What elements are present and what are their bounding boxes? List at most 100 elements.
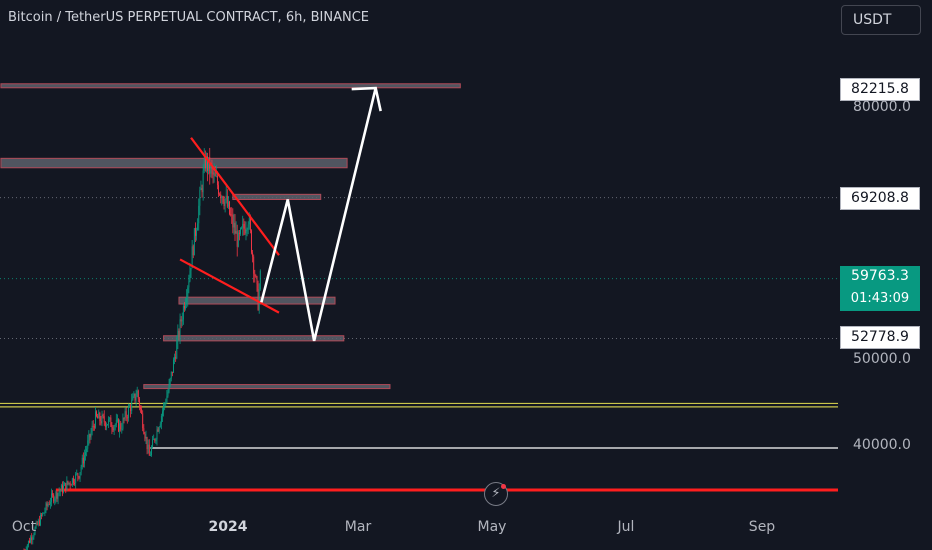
dotted-price-lines	[0, 197, 838, 339]
candle-body	[73, 478, 74, 484]
candle-body	[188, 281, 190, 288]
candle-body	[107, 424, 108, 426]
candle-body	[93, 426, 95, 428]
candle-body	[153, 439, 155, 441]
zone-box	[232, 193, 322, 200]
candle-body	[57, 493, 59, 499]
candle-body	[70, 484, 72, 486]
candle-body	[108, 419, 110, 425]
candle-body	[29, 540, 30, 543]
candle-body	[134, 393, 136, 401]
candle-body	[126, 417, 128, 419]
candle-body	[176, 341, 178, 359]
candle-body	[166, 396, 168, 403]
candle-body	[132, 396, 134, 401]
candle-body	[244, 228, 246, 234]
candle-body	[170, 371, 172, 379]
price-tag-52778: 52778.9	[840, 326, 920, 349]
candle-body	[119, 423, 121, 432]
candle-body	[26, 545, 28, 550]
candle-body	[259, 270, 261, 290]
candle-body	[173, 359, 174, 373]
notification-dot	[501, 484, 506, 489]
candle-body	[40, 514, 41, 525]
candle-body	[66, 480, 68, 491]
candle-body	[74, 483, 76, 485]
zone-box	[143, 384, 391, 390]
flash-icon[interactable]: ⚡	[484, 482, 508, 506]
candle-body	[65, 482, 67, 491]
candle-body	[53, 494, 55, 502]
candle-body	[101, 414, 103, 424]
candle-body	[104, 422, 106, 427]
candle-body	[168, 383, 170, 392]
candles	[23, 147, 261, 550]
candle-body	[231, 214, 233, 216]
candle-body	[229, 201, 230, 215]
candle-body	[152, 439, 154, 448]
candle-body	[251, 230, 252, 253]
candle-body	[255, 276, 257, 278]
candle-body	[98, 412, 100, 419]
candle-body	[189, 270, 191, 282]
candle-body	[97, 416, 99, 419]
candle-body	[31, 537, 33, 540]
candle-body	[92, 425, 94, 427]
candle-body	[129, 406, 130, 408]
candle-body	[142, 413, 144, 429]
candle-body	[75, 473, 77, 484]
candle-body	[36, 522, 38, 525]
candle-body	[105, 425, 107, 427]
candle-body	[225, 195, 227, 200]
candle-body	[147, 444, 149, 450]
candle-body	[125, 411, 127, 418]
x-tick-2024: 2024	[208, 519, 248, 535]
channel-line	[190, 137, 280, 256]
candle-body	[78, 476, 80, 479]
currency-button[interactable]: USDT	[841, 5, 921, 35]
candle-body	[194, 228, 196, 236]
candle-body	[121, 428, 123, 430]
candle-body	[237, 232, 239, 247]
x-tick-may: May	[477, 519, 507, 535]
candle-body	[79, 472, 81, 479]
candle-body	[234, 222, 236, 234]
candle-body	[165, 402, 167, 404]
candle-body	[143, 428, 145, 434]
current-price-tag: 59763.3	[840, 266, 920, 289]
candle-body	[120, 423, 122, 430]
candle-body	[35, 522, 37, 528]
candle-body	[122, 418, 124, 429]
candle-body	[187, 287, 189, 298]
candle-body	[52, 493, 54, 495]
candle-body	[136, 390, 138, 397]
trend-channel	[179, 137, 280, 314]
candle-body	[33, 534, 35, 538]
candle-body	[227, 201, 229, 207]
candle-body	[71, 478, 73, 485]
horizontal-lines	[0, 402, 838, 492]
candle-body	[223, 202, 225, 206]
candle-body	[144, 433, 146, 439]
candle-body	[140, 406, 141, 409]
candle-body	[114, 424, 116, 427]
candle-body	[214, 172, 216, 177]
candle-body	[27, 540, 29, 546]
candle-body	[80, 466, 82, 473]
candle-body	[192, 246, 194, 256]
candle-body	[99, 412, 101, 421]
candle-body	[110, 417, 112, 427]
candle-body	[209, 157, 211, 174]
candle-body	[201, 188, 203, 193]
candle-body	[213, 172, 215, 175]
candle-body	[210, 165, 212, 174]
candle-body	[67, 480, 69, 484]
candle-body	[100, 420, 102, 424]
candle-body	[58, 491, 60, 494]
candle-body	[205, 156, 207, 169]
candle-body	[116, 419, 118, 421]
candle-body	[76, 473, 78, 475]
candle-body	[186, 297, 188, 303]
